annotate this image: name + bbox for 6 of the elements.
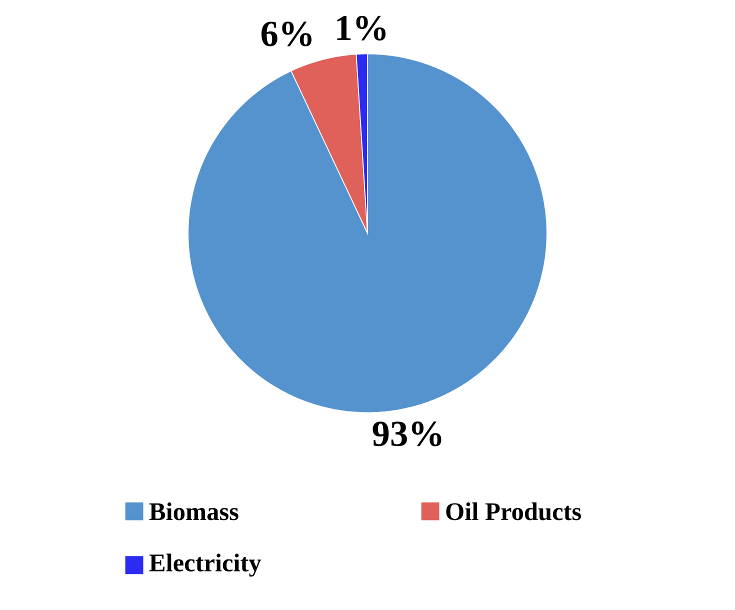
legend-label: Oil Products [446,502,581,520]
data-label: 6% [261,22,312,46]
legend-label: Electricity [149,554,262,577]
legend-label: Biomass [149,502,238,520]
data-label: 93% [372,422,442,446]
data-label: 1% [337,16,386,41]
